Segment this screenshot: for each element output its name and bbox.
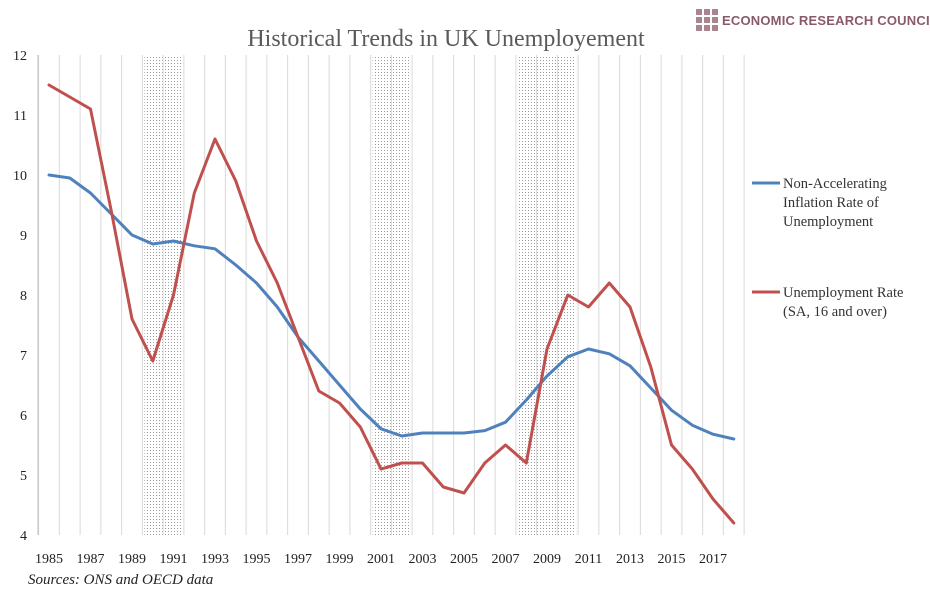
legend-label-0: Inflation Rate of	[783, 195, 879, 211]
y-tick-label: 8	[20, 289, 27, 304]
y-tick-label: 10	[13, 169, 27, 184]
y-tick-label: 12	[13, 49, 27, 64]
x-tick-label: 2011	[575, 552, 602, 567]
x-tick-label: 2005	[450, 552, 478, 567]
legend-label-0: Unemployment	[783, 214, 873, 230]
legend-label-1: Unemployment Rate	[783, 285, 903, 301]
x-tick-label: 1993	[201, 552, 229, 567]
x-tick-label: 2009	[533, 552, 561, 567]
x-tick-label: 1999	[326, 552, 354, 567]
source-note: Sources: ONS and OECD data	[28, 572, 214, 588]
brand-name: ECONOMIC RESEARCH COUNCIL	[722, 12, 930, 28]
series-line-1	[47, 83, 736, 525]
y-tick-label: 4	[20, 529, 27, 544]
x-tick-label: 2003	[409, 552, 437, 567]
x-tick-label: 1997	[284, 552, 312, 567]
x-tick-label: 2007	[492, 552, 520, 567]
chart-title: Historical Trends in UK Unemployement	[247, 26, 645, 52]
y-tick-label: 5	[20, 469, 27, 484]
y-tick-label: 6	[20, 409, 27, 424]
x-tick-label: 1987	[77, 552, 105, 567]
y-tick-label: 11	[14, 109, 27, 124]
brand-logo: ECONOMIC RESEARCH COUNCIL	[696, 6, 930, 34]
legend-label-1: (SA, 16 and over)	[783, 304, 887, 320]
x-tick-label: 1995	[243, 552, 271, 567]
x-tick-label: 1989	[118, 552, 146, 567]
x-tick-label: 1985	[35, 552, 63, 567]
brand-mark-icon	[696, 9, 718, 31]
x-tick-label: 2015	[658, 552, 686, 567]
y-tick-label: 9	[20, 229, 27, 244]
x-tick-label: 2001	[367, 552, 395, 567]
y-tick-label: 7	[20, 349, 27, 364]
x-tick-label: 1991	[160, 552, 188, 567]
series-line-0	[47, 173, 736, 441]
x-tick-label: 2013	[616, 552, 644, 567]
x-tick-label: 2017	[699, 552, 727, 567]
legend-label-0: Non-Accelerating	[783, 176, 887, 192]
